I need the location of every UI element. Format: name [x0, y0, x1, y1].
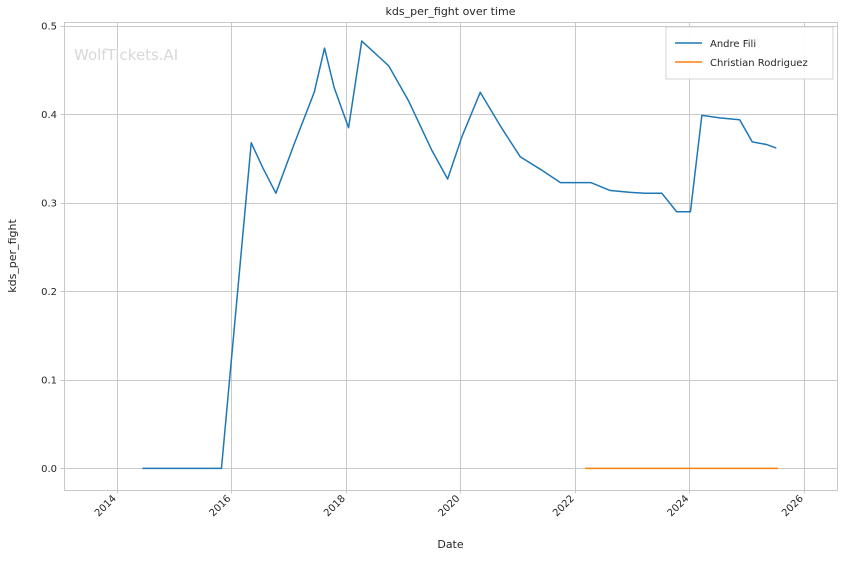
chart-legend[interactable]: Andre Fili Christian Rodriguez	[665, 26, 834, 80]
y-tick-label: 0.1	[41, 375, 57, 386]
series-layer	[142, 40, 779, 470]
y-axis-tick-labels: 0.0 0.1 0.2 0.3 0.4 0.5	[41, 21, 57, 474]
y-tick-label: 0.4	[41, 110, 57, 121]
y-tick-label: 0.3	[41, 198, 57, 209]
chart-title: kds_per_fight over time	[386, 5, 516, 18]
plot-area-border	[64, 22, 838, 491]
y-tick-label: 0.2	[41, 287, 57, 298]
legend-label-1[interactable]: Andre Fili	[710, 39, 756, 50]
y-axis-label: kds_per_fight	[6, 219, 19, 293]
y-tick-label: 0.5	[41, 21, 57, 32]
watermark-label: WolfTickets.AI	[74, 46, 178, 64]
y-tick-label: 0.0	[41, 464, 57, 475]
grid-layer	[64, 22, 837, 490]
x-axis-label: Date	[437, 538, 464, 551]
legend-background	[665, 26, 834, 80]
legend-label-2[interactable]: Christian Rodriguez	[710, 58, 808, 69]
series-line-1	[142, 40, 777, 470]
